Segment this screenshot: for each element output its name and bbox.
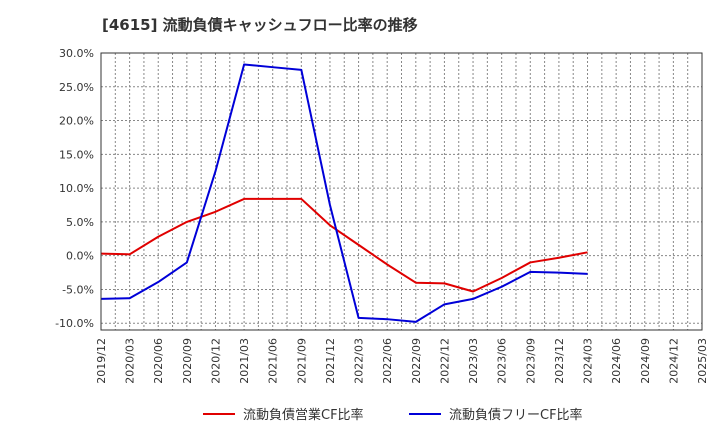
legend-label-series-2: 流動負債フリーCF比率 — [449, 407, 583, 423]
y-tick-label: 10.0% — [59, 182, 94, 195]
chart-title: [4615] 流動負債キャッシュフロー比率の推移 — [102, 16, 418, 34]
y-tick-label: 20.0% — [59, 115, 94, 128]
x-tick-label: 2021/06 — [267, 338, 280, 384]
x-tick-label: 2020/06 — [152, 338, 165, 384]
y-tick-label: 30.0% — [59, 47, 94, 60]
y-axis-tick-labels: 30.0% 25.0% 20.0% 15.0% 10.0% 5.0% 0.0% -5.0% -1… — [55, 47, 94, 330]
grid-lines — [100, 52, 703, 330]
series-line-2 — [100, 63, 588, 323]
x-tick-label: 2022/12 — [438, 338, 451, 384]
series-lines — [100, 63, 588, 323]
x-tick-label: 2024/12 — [667, 338, 680, 384]
y-tick-label: -10.0% — [55, 317, 94, 330]
plot-area-border — [100, 52, 703, 331]
y-tick-label: 0.0% — [66, 250, 94, 263]
x-axis-tick-labels: 2019/12 2020/03 2020/06 2020/09 2020/12 2021/… — [95, 338, 709, 384]
legend: 流動負債営業CF比率 流動負債フリーCF比率 — [203, 407, 583, 423]
x-tick-label: 2020/12 — [209, 338, 222, 384]
x-tick-label: 2022/03 — [353, 338, 366, 384]
x-tick-label: 2019/12 — [95, 338, 108, 384]
x-tick-label: 2023/06 — [496, 338, 509, 384]
legend-label-series-1: 流動負債営業CF比率 — [243, 407, 364, 423]
y-tick-label: 15.0% — [59, 148, 94, 161]
x-tick-label: 2024/09 — [639, 338, 652, 384]
x-tick-label: 2021/09 — [295, 338, 308, 384]
y-tick-label: -5.0% — [62, 283, 94, 296]
x-tick-label: 2021/12 — [324, 338, 337, 384]
x-tick-label: 2025/03 — [696, 338, 709, 384]
x-tick-label: 2021/03 — [238, 338, 251, 384]
x-tick-label: 2022/09 — [410, 338, 423, 384]
x-tick-label: 2024/03 — [582, 338, 595, 384]
x-tick-label: 2023/12 — [553, 338, 566, 384]
x-tick-label: 2023/03 — [467, 338, 480, 384]
series-line-1 — [100, 197, 588, 293]
x-tick-label: 2020/03 — [124, 338, 137, 384]
x-tick-label: 2022/06 — [381, 338, 394, 384]
x-tick-label: 2023/09 — [524, 338, 537, 384]
x-tick-label: 2024/06 — [610, 338, 623, 384]
y-tick-label: 25.0% — [59, 81, 94, 94]
y-tick-label: 5.0% — [66, 216, 94, 229]
x-tick-label: 2020/09 — [181, 338, 194, 384]
